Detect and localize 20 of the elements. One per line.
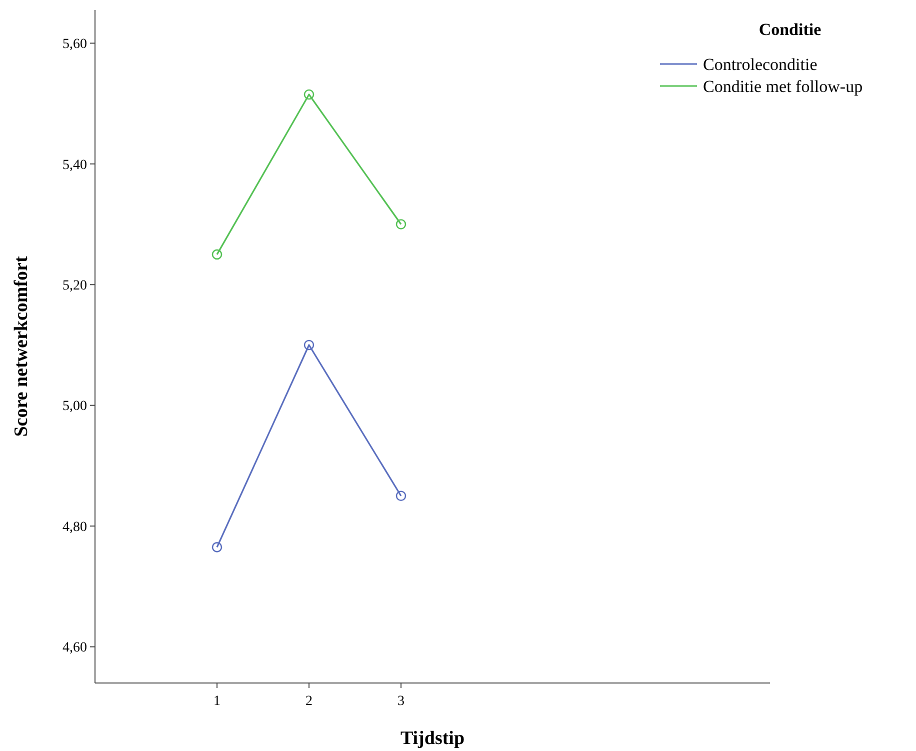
legend-label: Controleconditie [703,54,818,74]
point [212,249,222,260]
y-tick-label: 5,40 [62,158,87,173]
x-tick-label: 1 [214,694,220,709]
point [304,89,314,100]
point [304,340,314,350]
y-tick-label: 4,60 [62,640,87,656]
y-tick-label: 4,80 [62,520,87,535]
y-tick-label: 5,20 [62,278,87,294]
point [396,490,406,502]
point [212,542,222,552]
x-tick-label: 3 [398,694,404,709]
y-tick-label: 5,00 [62,399,87,414]
x-tick-label: 2 [306,694,312,709]
legend-title: Conditie [758,20,822,39]
y-axis-title: Score netwerkcomfort [11,256,32,437]
x-axis-title: Tijdstip [400,728,465,749]
legend-label: Conditie met follow-up [703,76,863,96]
point [396,219,406,230]
y-tick-label: 5,60 [62,37,87,52]
